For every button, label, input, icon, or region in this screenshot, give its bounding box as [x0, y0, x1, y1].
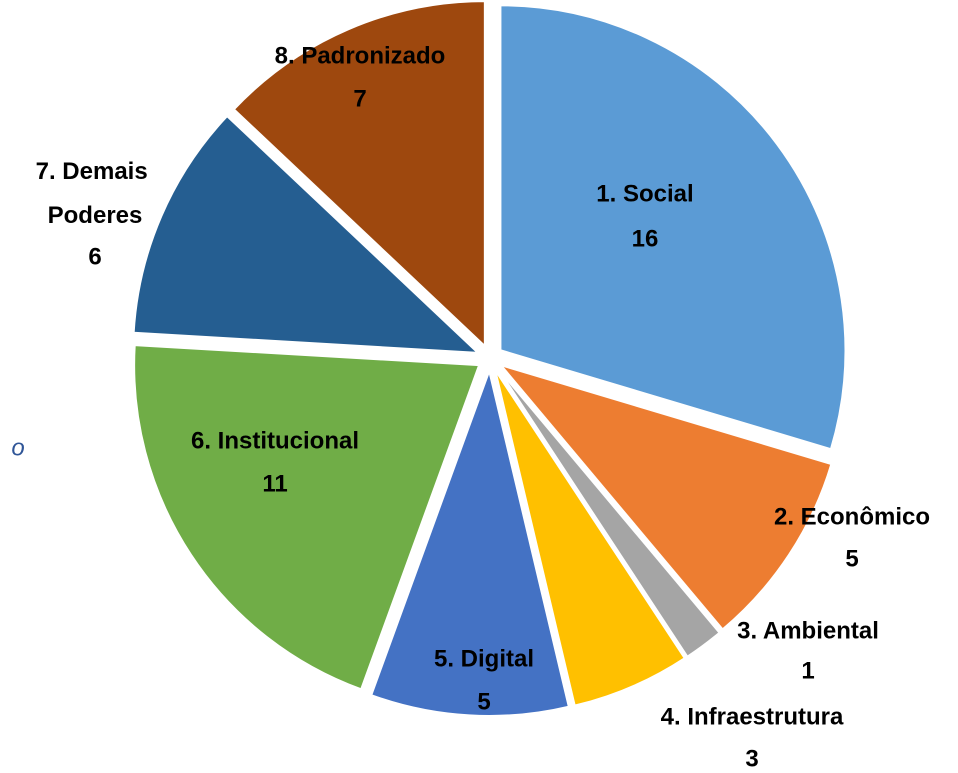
pie-slice: [499, 4, 847, 451]
value-label: 6: [88, 243, 101, 270]
slice-label: 8. Padronizado: [275, 42, 446, 69]
slice-label: 7. Demais Poderes: [36, 158, 155, 229]
pie-slice: [369, 367, 571, 717]
slice-label: 2. Econômico: [774, 503, 930, 530]
pie-slice: [496, 367, 721, 659]
value-label: 11: [262, 470, 287, 497]
pie-slice: [133, 344, 481, 691]
slice-label: 3. Ambiental: [737, 617, 879, 644]
slice-label: 6. Institucional: [191, 427, 359, 454]
pie-slice: [494, 369, 687, 707]
slice-label: 1. Social: [596, 180, 693, 207]
value-label: 16: [632, 225, 659, 252]
slice-label: 5. Digital: [434, 645, 534, 672]
pie-slice: [232, 0, 486, 349]
pie-slice: [132, 114, 481, 355]
slice-label: 4. Infraestrutura: [661, 703, 844, 730]
value-label: 5: [845, 545, 858, 572]
pie-slice: [497, 363, 833, 631]
value-label: 5: [477, 688, 490, 715]
value-label: 3: [745, 745, 758, 772]
annotation: o: [11, 434, 24, 461]
value-label: 7: [353, 85, 366, 112]
value-label: 1: [801, 657, 814, 684]
